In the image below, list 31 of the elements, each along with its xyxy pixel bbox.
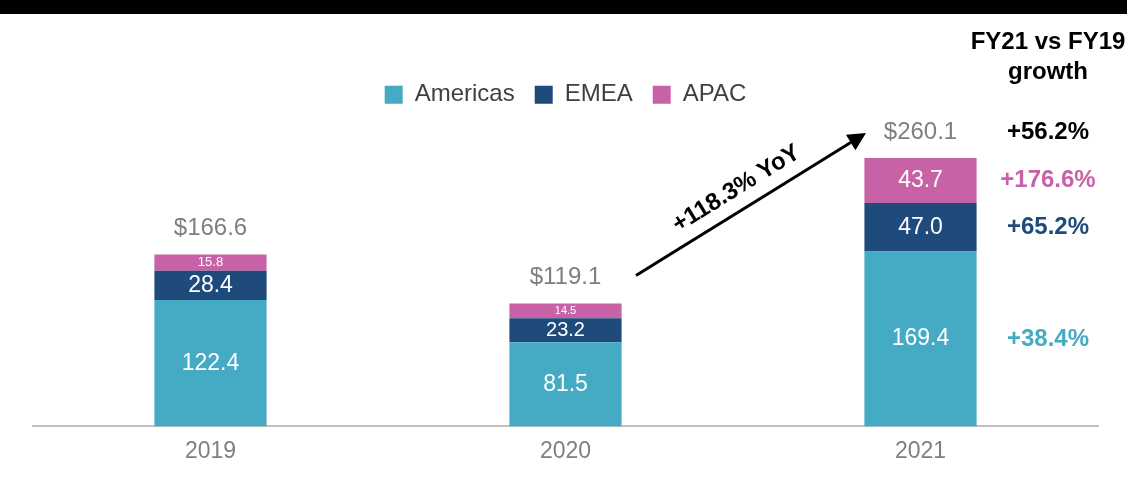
data-label: 43.7 <box>898 165 943 192</box>
data-label: 169.4 <box>891 324 950 351</box>
annotation: +176.6% <box>1000 165 1096 193</box>
annotation: +65.2% <box>1006 211 1090 239</box>
bar <box>509 318 622 343</box>
data-label: 81.5 <box>543 369 588 396</box>
bar <box>154 254 267 271</box>
bar <box>509 342 622 427</box>
x-tick-label: 2019 <box>184 436 237 463</box>
total-label: $260.1 <box>883 116 958 144</box>
bar <box>154 300 267 427</box>
total-label: $166.6 <box>173 213 248 241</box>
data-label: 47.0 <box>898 212 943 239</box>
bar <box>509 303 622 319</box>
bar <box>864 157 977 204</box>
bar <box>864 251 977 427</box>
data-label: 14.5 <box>554 303 577 316</box>
data-label: 28.4 <box>188 270 234 297</box>
data-label: 15.8 <box>197 254 224 270</box>
legend-label: APAC <box>682 79 747 107</box>
legend-label: EMEA <box>564 79 633 107</box>
bar <box>864 203 977 252</box>
text: FY21 vs FY19 growth <box>970 26 1126 84</box>
legend-label: Americas <box>414 79 515 107</box>
total-label: $119.1 <box>529 262 602 290</box>
x-tick-label: 2021 <box>894 436 947 463</box>
annotation: +38.4% <box>1006 323 1090 351</box>
data-label: 122.4 <box>181 348 240 375</box>
x-tick-label: 2020 <box>539 436 592 463</box>
text: +56.2% <box>1006 116 1090 144</box>
data-label: 23.2 <box>546 317 585 340</box>
